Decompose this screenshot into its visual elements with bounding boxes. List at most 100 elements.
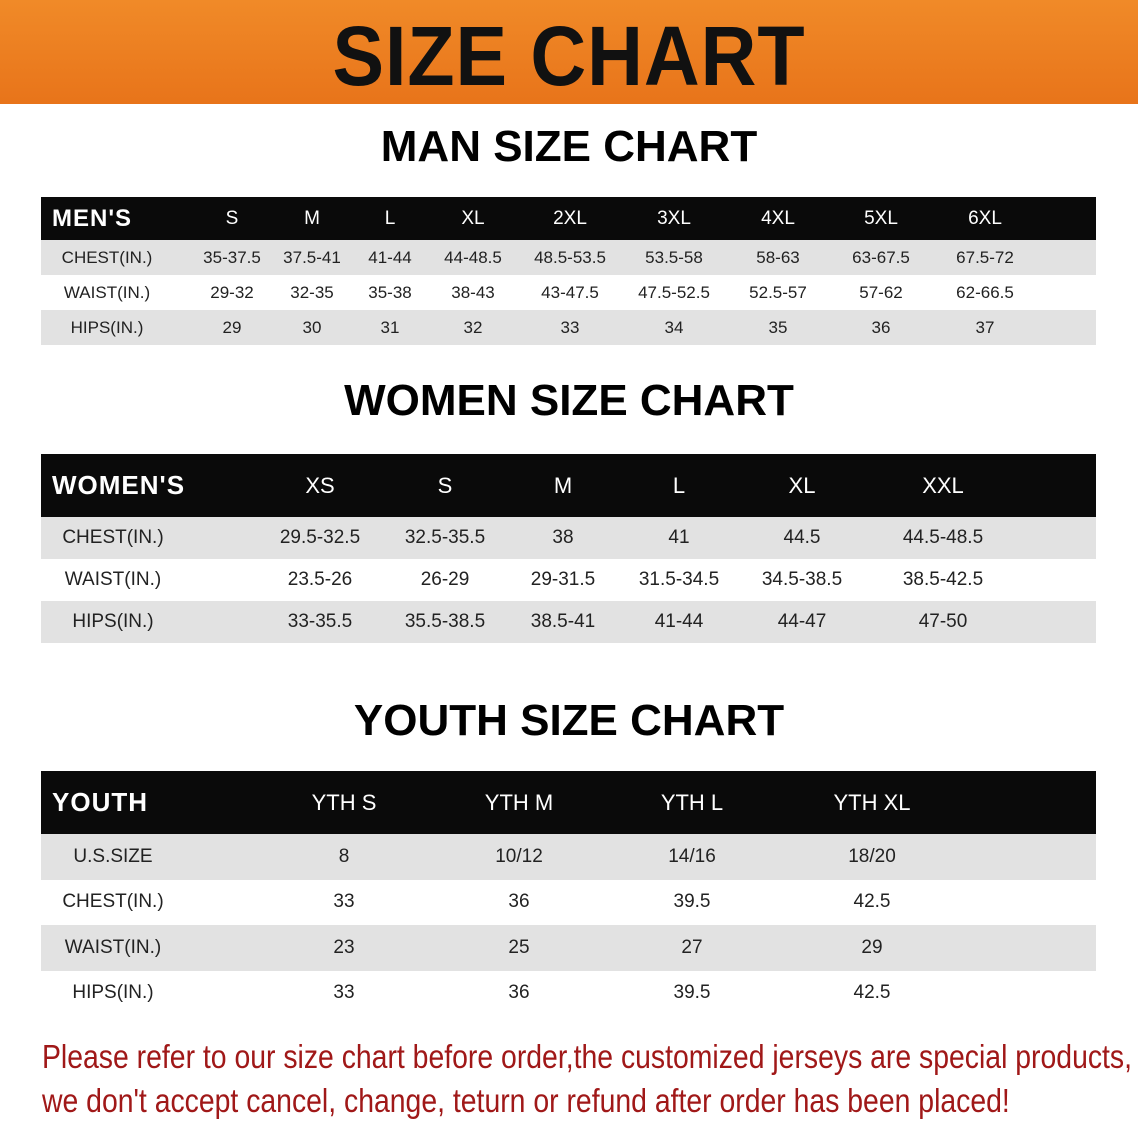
measurement-value: 29.5-32.5 <box>279 527 361 548</box>
youth-table-row: WAIST(IN.) 23 25 27 29 <box>41 925 1096 971</box>
size-column-header: XL <box>788 472 816 498</box>
measurement-value: 37.5-41 <box>283 247 341 267</box>
measurement-value: 31 <box>380 317 400 337</box>
size-column-header: YTH L <box>660 789 724 815</box>
youth-table-row: CHEST(IN.) 33 36 39.5 42.5 <box>41 879 1096 925</box>
measurement-value: 25 <box>508 936 530 958</box>
measurement-label: WAIST(IN.) <box>63 282 151 302</box>
women-table-row: HIPS(IN.) 33-35.5 35.5-38.5 38.5-41 41-44 44-… <box>41 601 1096 643</box>
notice-line-2: we don't accept cancel, change, teturn o… <box>42 1082 1010 1119</box>
measurement-value: 29-31.5 <box>530 569 596 590</box>
measurement-value: 23.5-26 <box>287 569 353 590</box>
measurement-value: 32.5-35.5 <box>404 527 486 548</box>
measurement-value: 36 <box>508 982 530 1004</box>
size-column-header: 6XL <box>968 207 1002 229</box>
measurement-value: 58-63 <box>756 247 800 267</box>
banner: SIZE CHART <box>0 0 1138 104</box>
men-section-title: MAN SIZE CHART <box>380 122 758 171</box>
measurement-label: WAIST(IN.) <box>64 936 162 958</box>
measurement-value: 62-66.5 <box>956 282 1014 302</box>
measurement-value: 63-67.5 <box>852 247 910 267</box>
youth-table-row: HIPS(IN.) 33 36 39.5 42.5 <box>41 970 1096 1016</box>
measurement-value: 34 <box>664 317 684 337</box>
measurement-value: 41-44 <box>368 247 412 267</box>
notice-line-1: Please refer to our size chart before or… <box>42 1038 1133 1075</box>
measurement-value: 44-47 <box>777 611 827 632</box>
size-column-header: 3XL <box>657 207 691 229</box>
measurement-value: 33 <box>333 891 355 913</box>
measurement-value: 37 <box>975 317 995 337</box>
size-column-header: L <box>384 207 396 229</box>
measurement-value: 36 <box>508 891 530 913</box>
women-header-row: WOMEN'S XS S M L XL XXL <box>41 454 1096 517</box>
measurement-value: 38-43 <box>451 282 495 302</box>
measurement-value: 38.5-41 <box>530 611 596 632</box>
measurement-label: HIPS(IN.) <box>72 982 154 1004</box>
size-column-header: 5XL <box>864 207 898 229</box>
youth-table-row: U.S.SIZE 8 10/12 14/16 18/20 <box>41 834 1096 880</box>
measurement-value: 39.5 <box>673 982 711 1004</box>
women-table-row: WAIST(IN.) 23.5-26 26-29 29-31.5 31.5-34.5 34… <box>41 559 1096 601</box>
measurement-value: 14/16 <box>668 845 716 867</box>
measurement-value: 33 <box>333 982 355 1004</box>
measurement-value: 47.5-52.5 <box>638 282 710 302</box>
measurement-value: 35-38 <box>368 282 412 302</box>
size-column-header: YTH S <box>311 789 377 815</box>
size-column-header: M <box>553 472 573 498</box>
measurement-value: 33-35.5 <box>287 611 353 632</box>
men-table-row: WAIST(IN.) 29-32 32-35 35-38 38-43 43-47.5 47.… <box>41 275 1096 310</box>
measurement-label: HIPS(IN.) <box>70 317 144 337</box>
measurement-value: 33 <box>560 317 580 337</box>
banner-title: SIZE CHART <box>332 9 806 103</box>
measurement-value: 41 <box>668 527 690 548</box>
measurement-value: 44.5 <box>783 527 821 548</box>
measurement-value: 43-47.5 <box>541 282 599 302</box>
measurement-value: 36 <box>871 317 891 337</box>
measurement-value: 32-35 <box>290 282 334 302</box>
measurement-label: CHEST(IN.) <box>62 527 164 548</box>
measurement-value: 18/20 <box>848 845 896 867</box>
men-table-corner-label: MEN'S <box>52 204 133 232</box>
measurement-value: 26-29 <box>420 569 470 590</box>
measurement-label: CHEST(IN.) <box>61 247 153 267</box>
youth-table-corner-label: YOUTH <box>52 787 148 817</box>
measurement-value: 35 <box>768 317 788 337</box>
measurement-value: 29 <box>861 936 883 958</box>
measurement-value: 41-44 <box>654 611 704 632</box>
measurement-label: WAIST(IN.) <box>64 569 162 590</box>
size-column-header: M <box>304 207 320 229</box>
measurement-value: 35-37.5 <box>203 247 261 267</box>
measurement-value: 39.5 <box>673 891 711 913</box>
measurement-value: 27 <box>681 936 703 958</box>
measurement-value: 44-48.5 <box>444 247 502 267</box>
size-column-header: YTH M <box>484 789 554 815</box>
measurement-label: U.S.SIZE <box>73 845 153 867</box>
women-table-row: CHEST(IN.) 29.5-32.5 32.5-35.5 38 41 44.5 44.5… <box>41 517 1096 559</box>
measurement-value: 31.5-34.5 <box>638 569 720 590</box>
men-table-row: CHEST(IN.) 35-37.5 37.5-41 41-44 44-48.5 48.5… <box>41 240 1096 275</box>
size-column-header: S <box>225 207 239 229</box>
measurement-value: 8 <box>338 845 350 867</box>
size-column-header: XXL <box>922 472 964 498</box>
women-section-title: WOMEN SIZE CHART <box>344 376 794 425</box>
size-column-header: 4XL <box>761 207 795 229</box>
measurement-value: 67.5-72 <box>956 247 1014 267</box>
measurement-value: 52.5-57 <box>749 282 807 302</box>
measurement-value: 44.5-48.5 <box>902 527 984 548</box>
measurement-value: 32 <box>463 317 483 337</box>
men-header-row: MEN'S S M L XL 2XL 3XL 4XL 5XL 6XL <box>41 197 1096 240</box>
measurement-value: 38.5-42.5 <box>902 569 984 590</box>
measurement-value: 42.5 <box>853 982 891 1004</box>
measurement-value: 42.5 <box>853 891 891 913</box>
measurement-value: 38 <box>552 527 574 548</box>
measurement-value: 48.5-53.5 <box>534 247 606 267</box>
measurement-value: 57-62 <box>859 282 903 302</box>
measurement-value: 53.5-58 <box>645 247 703 267</box>
measurement-value: 29 <box>222 317 242 337</box>
size-column-header: XL <box>461 207 485 229</box>
measurement-value: 29-32 <box>210 282 254 302</box>
youth-section-title: YOUTH SIZE CHART <box>353 696 785 745</box>
size-column-header: YTH XL <box>833 789 911 815</box>
size-column-header: L <box>672 472 686 498</box>
measurement-value: 47-50 <box>918 611 968 632</box>
